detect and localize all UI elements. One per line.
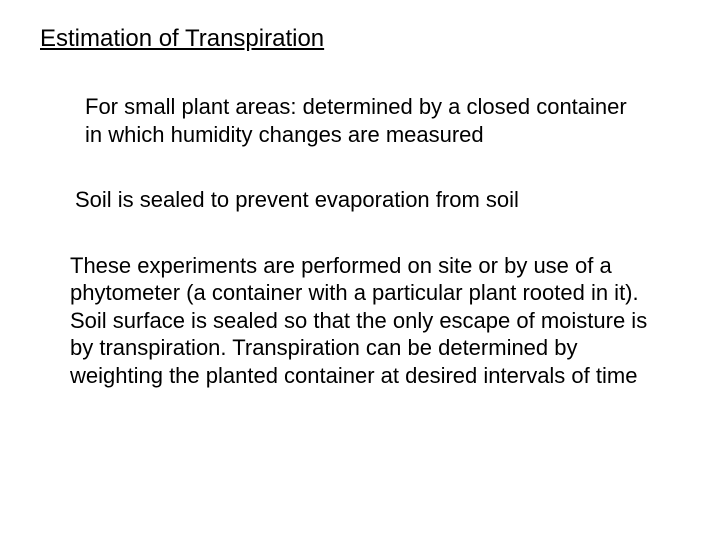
- paragraph-2: Soil is sealed to prevent evaporation fr…: [75, 186, 640, 214]
- paragraph-1: For small plant areas: determined by a c…: [85, 93, 640, 148]
- slide-title: Estimation of Transpiration: [40, 25, 680, 53]
- slide-container: Estimation of Transpiration For small pl…: [0, 0, 720, 467]
- paragraph-3: These experiments are performed on site …: [70, 252, 650, 390]
